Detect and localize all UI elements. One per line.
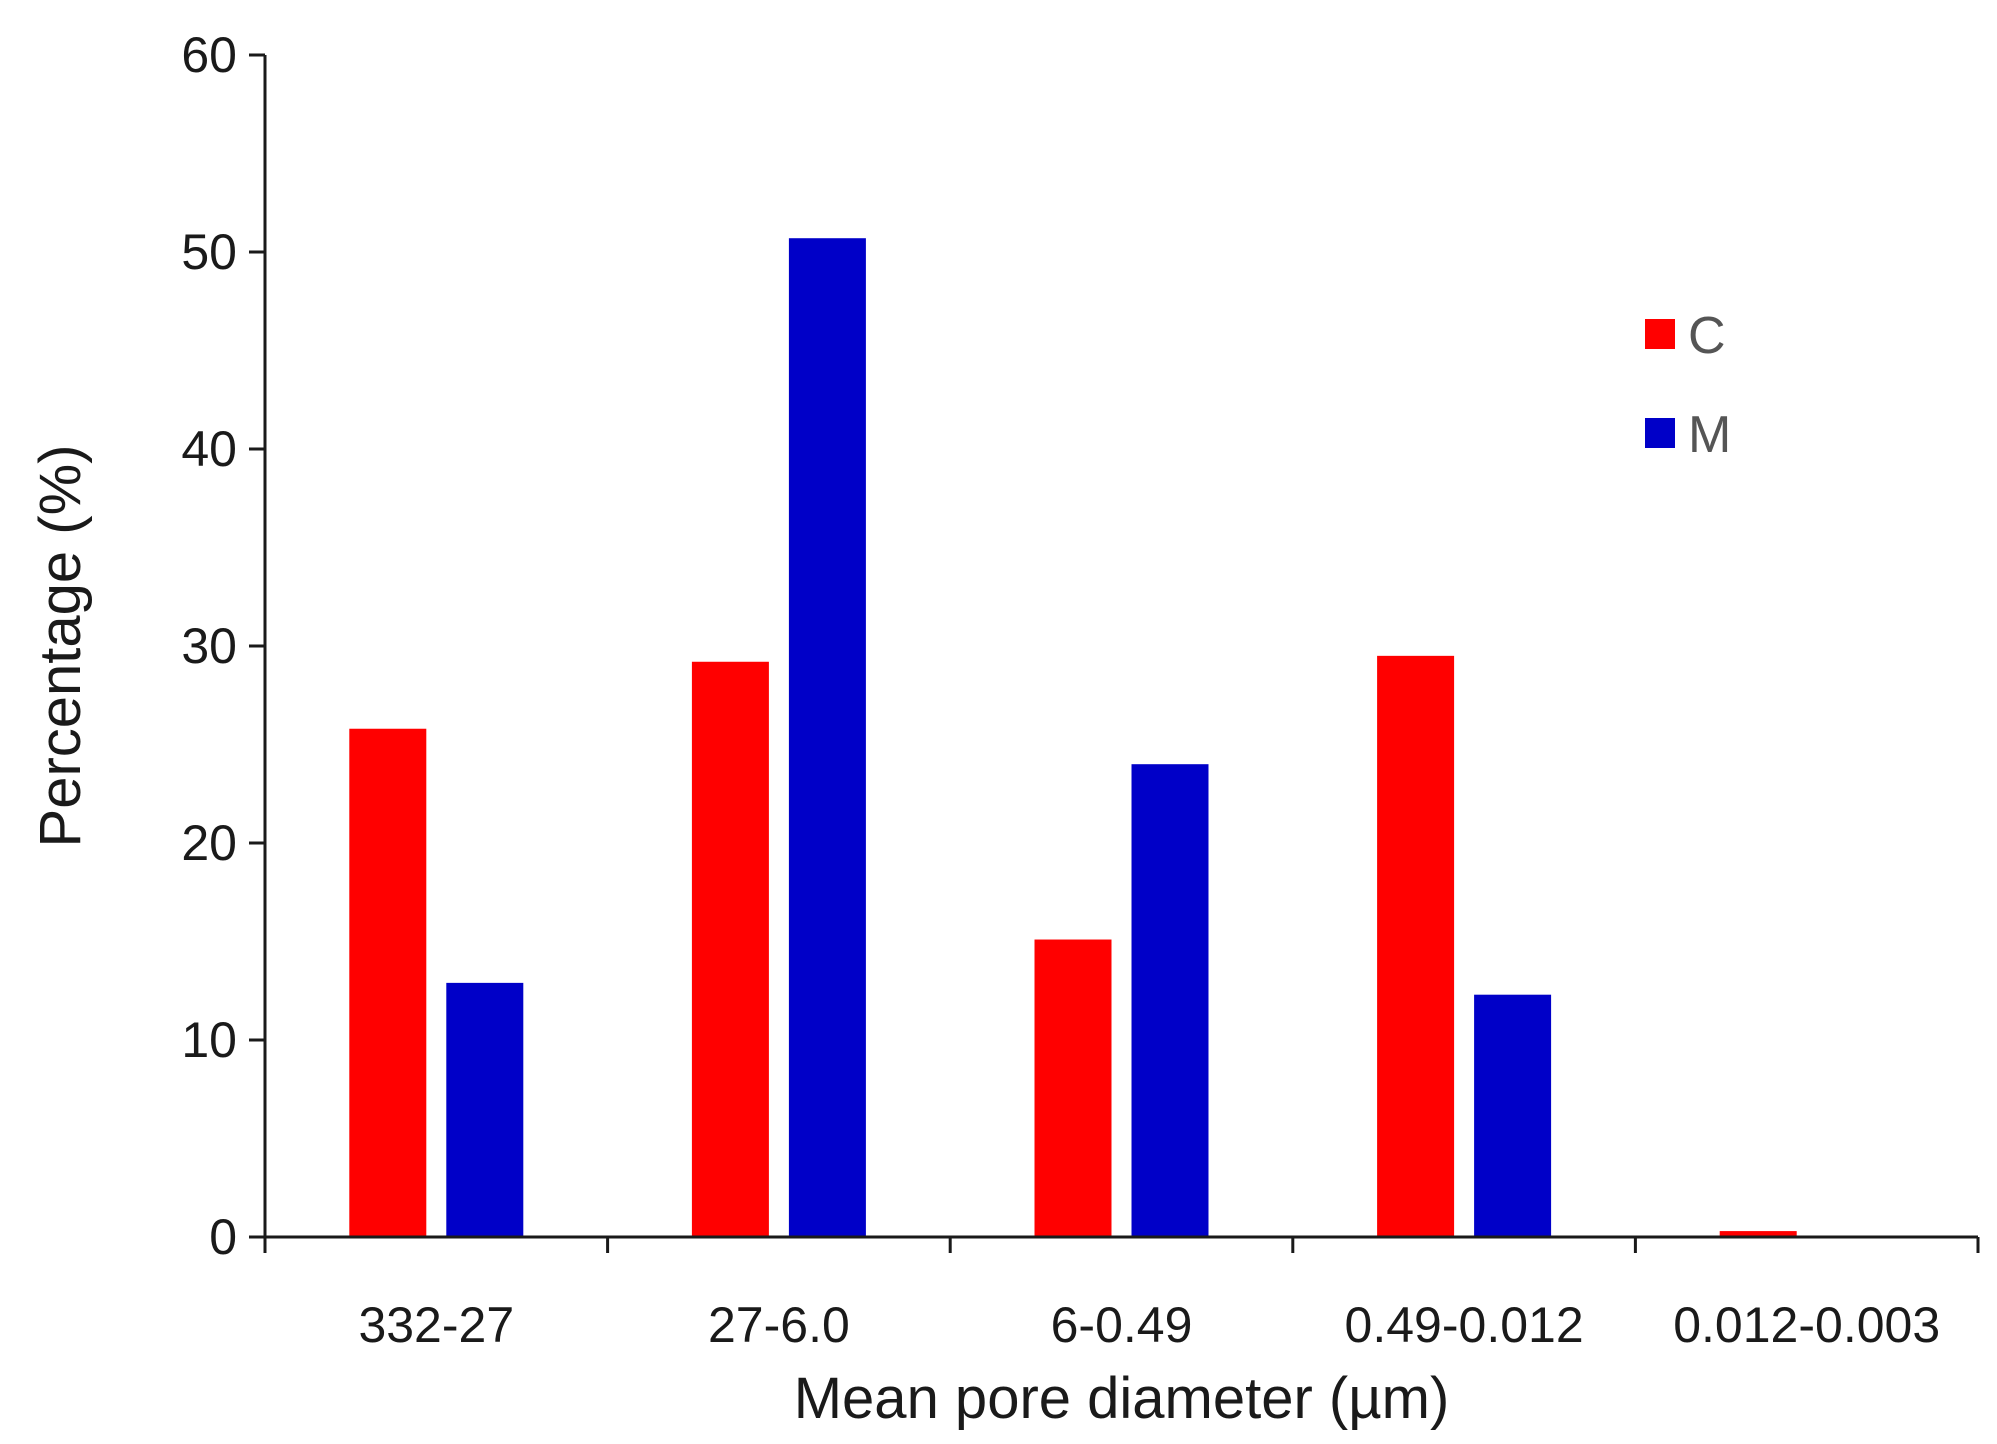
legend-swatch-c [1645, 319, 1675, 349]
bar-m-0 [446, 982, 524, 1237]
bars-group [349, 238, 1797, 1237]
bar-m-3 [1474, 994, 1552, 1237]
x-tick-label: 0.49-0.012 [1345, 1297, 1584, 1353]
x-tick-label: 6-0.49 [1051, 1297, 1193, 1353]
y-tick-label: 30 [181, 618, 237, 674]
bar-c-3 [1377, 655, 1455, 1237]
y-tick-label: 50 [181, 224, 237, 280]
bar-m-1 [788, 238, 866, 1237]
bar-m-2 [1131, 764, 1209, 1237]
legend: CM [1645, 307, 1731, 464]
x-ticks-group: 332-27 27-6.0 6-0.49 0.49-0.012 0.012-0.003 [263, 1237, 1980, 1353]
y-axis-title: Percentage (%) [28, 445, 93, 848]
y-tick-label: 10 [181, 1012, 237, 1068]
bar-c-1 [691, 661, 769, 1237]
y-ticks-group: 0 10 20 30 40 50 60 [181, 27, 265, 1265]
x-tick-label: 332-27 [358, 1297, 514, 1353]
legend-label-m: M [1688, 406, 1731, 464]
legend-swatch-m [1645, 418, 1675, 448]
bar-c-0 [349, 728, 427, 1237]
bar-c-2 [1034, 939, 1112, 1237]
x-tick-label: 0.012-0.003 [1673, 1297, 1940, 1353]
x-tick-label: 27-6.0 [708, 1297, 850, 1353]
y-tick-label: 20 [181, 815, 237, 871]
legend-label-c: C [1688, 307, 1726, 365]
y-tick-label: 60 [181, 27, 237, 83]
bar-c-4 [1719, 1231, 1797, 1237]
x-axis-title: Mean pore diameter (µm) [794, 1366, 1450, 1431]
y-tick-label: 40 [181, 421, 237, 477]
y-tick-label: 0 [209, 1209, 237, 1265]
